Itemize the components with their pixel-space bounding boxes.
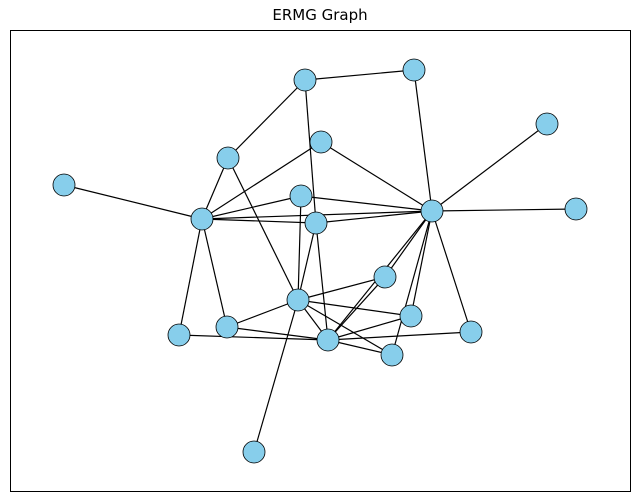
graph-node <box>190 207 214 231</box>
graph-edge <box>327 315 412 341</box>
graph-edge <box>391 210 433 356</box>
graph-edge <box>431 210 472 333</box>
graph-node <box>535 112 559 136</box>
graph-edge <box>226 326 329 341</box>
graph-edge <box>315 222 329 341</box>
graph-node <box>304 211 328 235</box>
graph-edge <box>201 218 317 224</box>
graph-edge <box>297 299 412 317</box>
graph-node <box>289 184 313 208</box>
graph-edge <box>297 276 386 301</box>
graph-node <box>402 58 426 82</box>
graph-edge <box>253 299 299 453</box>
graph-edge <box>201 195 302 220</box>
graph-node <box>373 265 397 289</box>
graph-node <box>459 320 483 344</box>
graph-node <box>399 304 423 328</box>
graph-node <box>380 343 404 367</box>
graph-edge <box>178 334 329 341</box>
graph-node <box>52 173 76 197</box>
graph-edge <box>431 208 577 212</box>
graph-node <box>420 199 444 223</box>
graph-node <box>293 68 317 92</box>
edge-layer <box>63 69 577 453</box>
graph-node <box>286 288 310 312</box>
chart-title: ERMG Graph <box>272 6 368 24</box>
graph-edge <box>201 141 322 220</box>
graph-edge <box>320 141 433 212</box>
graph-edge <box>413 69 433 212</box>
graph-edge <box>315 210 433 224</box>
graph-edge <box>201 218 228 328</box>
graph-edge <box>410 210 433 317</box>
graph-edge <box>226 299 299 328</box>
plot-frame <box>10 30 631 492</box>
graph-edge <box>227 157 299 301</box>
graph-edge <box>297 195 302 301</box>
graph-node <box>242 440 266 464</box>
graph-edge <box>300 195 433 212</box>
graph-node <box>564 197 588 221</box>
graph-edge <box>384 210 433 278</box>
graph-node <box>216 146 240 170</box>
graph-node <box>167 323 191 347</box>
graph-node <box>309 130 333 154</box>
graph-edge <box>297 299 393 356</box>
graph-edge <box>178 218 203 336</box>
graph-edge <box>63 184 203 220</box>
graph-node <box>316 328 340 352</box>
graph-node <box>215 315 239 339</box>
graph-edge <box>304 79 317 224</box>
graph-edge <box>304 69 415 81</box>
graph-edge <box>297 222 317 301</box>
graph-edge <box>431 123 548 212</box>
graph-edge <box>327 331 472 341</box>
node-layer <box>52 58 588 464</box>
graph-edge <box>227 79 306 159</box>
